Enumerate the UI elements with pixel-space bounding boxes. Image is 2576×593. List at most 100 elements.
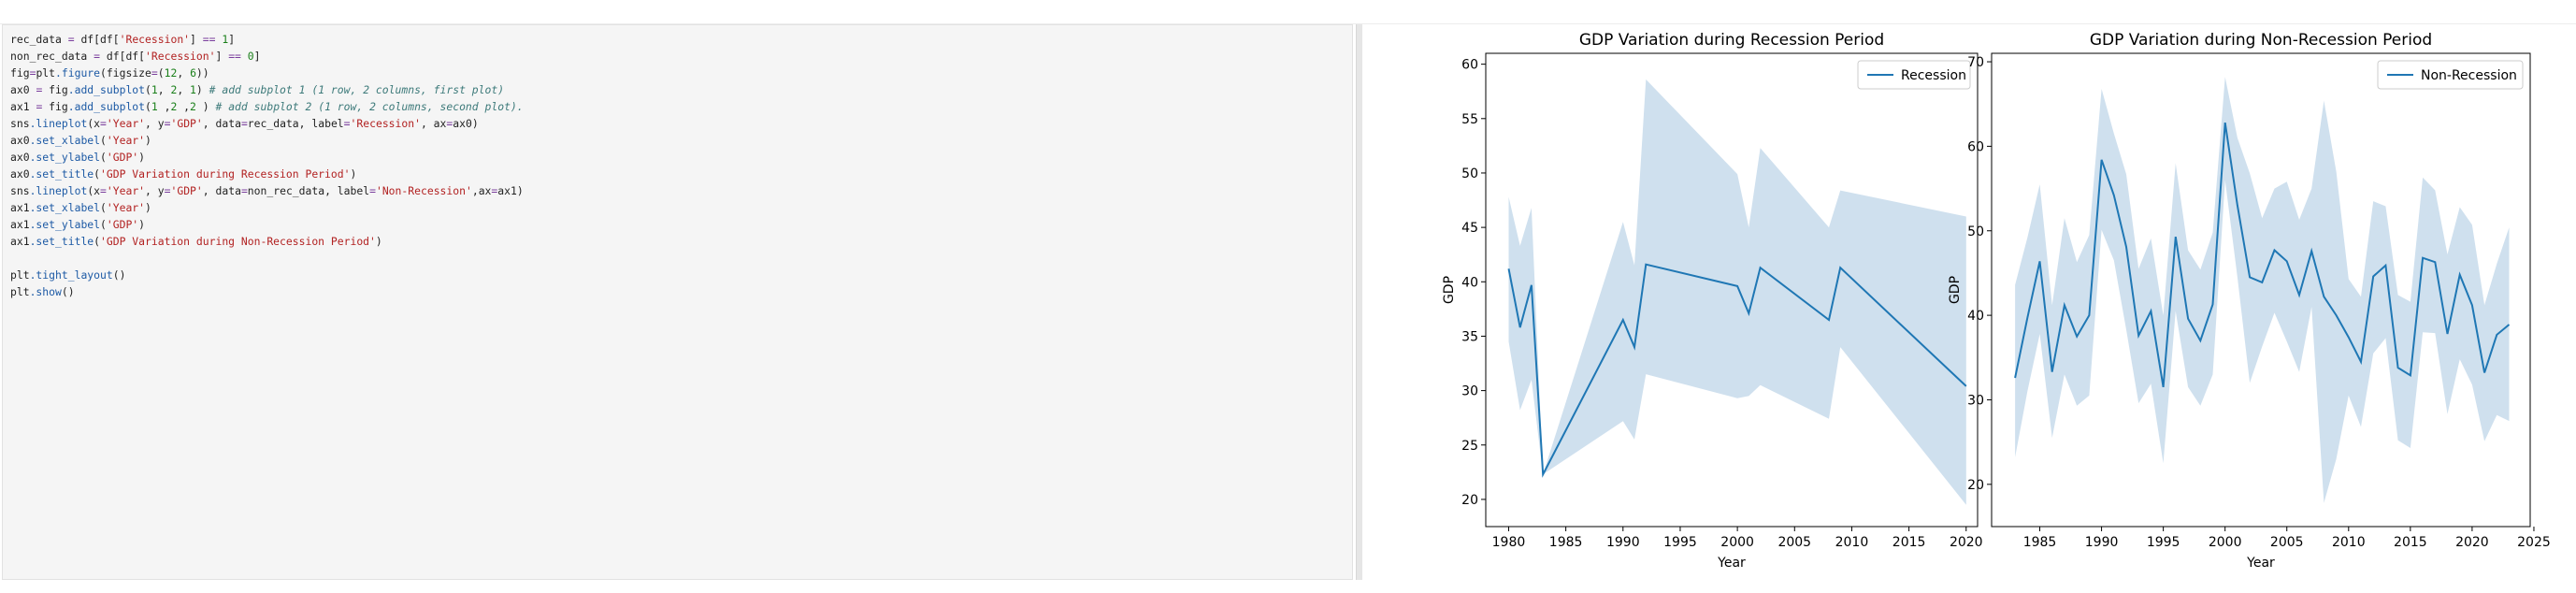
series-line	[1507, 263, 1967, 478]
code-token: fig	[42, 83, 68, 96]
code-token: =	[29, 66, 36, 80]
chart-panel-1: 1980 1985 1990 1995 2000 2005 2010 2015 20202025…	[1442, 31, 1983, 571]
code-token: # add subplot 1 (1 row, 2 columns, first…	[209, 83, 505, 96]
code-token: =	[240, 117, 248, 130]
code-token: ]	[215, 50, 229, 63]
code-token: ,	[177, 100, 191, 113]
code-token	[241, 50, 248, 63]
code-line: rec_data = df[df['Recession'] == 1]	[10, 31, 1345, 48]
code-token: =	[164, 117, 171, 130]
y-tick-label: 30	[1967, 393, 1984, 408]
y-tick-label: 40	[1461, 275, 1478, 290]
confidence-band	[1508, 79, 1966, 505]
code-token: .set_xlabel	[29, 134, 101, 147]
code-token: ax1	[10, 235, 30, 248]
code-token: )	[138, 218, 146, 231]
cell-scrollbar[interactable]	[1356, 24, 1362, 580]
code-token: .set_title	[29, 167, 94, 181]
code-token: )	[138, 151, 146, 164]
code-line: ax0 = fig.add_subplot(1, 2, 1) # add sub…	[10, 81, 1345, 98]
code-token: ,	[177, 83, 191, 96]
y-tick-label: 35	[1461, 329, 1478, 344]
legend: Recession	[1857, 60, 1971, 90]
code-token: 0	[247, 50, 254, 63]
code-token: )	[145, 201, 151, 214]
code-token: (x	[87, 117, 101, 130]
x-tick-label: 1985	[2023, 535, 2057, 550]
code-token: 'Non-Recession'	[375, 184, 472, 197]
code-token: 'GDP'	[170, 184, 203, 197]
code-token: ax0	[10, 83, 36, 96]
legend-box	[2377, 60, 2524, 90]
code-token: =	[100, 184, 107, 197]
code-token: ax0	[10, 151, 30, 164]
code-token: .tight_layout	[29, 268, 113, 282]
code-token: 12	[164, 66, 178, 80]
code-token: (	[94, 235, 101, 248]
code-token: )	[195, 83, 209, 96]
code-token: 'Recession'	[350, 117, 421, 130]
x-tick-label: 1980	[1492, 535, 1526, 550]
code-token: ,ax	[471, 184, 492, 197]
x-tick-label: 1995	[2147, 535, 2180, 550]
chart-title: GDP Variation during Recession Period	[1579, 31, 1884, 50]
code-token: (	[100, 201, 107, 214]
x-tick-label: 2020	[2455, 535, 2489, 550]
code-token: (	[157, 66, 165, 80]
code-token: .set_ylabel	[29, 151, 101, 164]
code-token: (	[100, 218, 107, 231]
code-editor-text[interactable]: rec_data = df[df['Recession'] == 1] non_r…	[3, 25, 1352, 306]
code-token: ax0)	[453, 117, 479, 130]
code-token: non_rec_data, label	[247, 184, 370, 197]
code-line: sns.lineplot(x='Year', y='GDP', data=rec…	[10, 115, 1345, 132]
code-token: (	[94, 167, 101, 181]
code-token: ax0	[10, 167, 30, 181]
code-token: rec_data, label	[247, 117, 344, 130]
code-token: ax1	[10, 201, 30, 214]
code-token: 'GDP Variation during Non-Recession Peri…	[100, 235, 376, 248]
code-token: 2	[170, 83, 178, 96]
code-token: .show	[29, 285, 62, 298]
x-axis-label: Year	[2246, 556, 2275, 571]
code-token: ,	[157, 83, 171, 96]
code-token: =	[343, 117, 351, 130]
code-token: ax1)	[497, 184, 524, 197]
code-token: sns	[10, 184, 30, 197]
code-token: (	[145, 83, 151, 96]
code-token: , y	[145, 117, 165, 130]
code-token: ,	[177, 66, 191, 80]
code-cell-editor[interactable]: rec_data = df[df['Recession'] == 1] non_r…	[2, 24, 1353, 580]
code-token: ax1	[10, 100, 36, 113]
x-axis-label: Year	[1717, 556, 1746, 571]
y-tick-label: 25	[1461, 439, 1478, 454]
top-toolbar-area	[0, 0, 2576, 24]
code-token: ]	[228, 33, 236, 46]
code-token: )	[195, 100, 216, 113]
code-token: df[df[	[74, 33, 120, 46]
y-tick-label: 50	[1461, 166, 1478, 181]
code-token: fig	[10, 66, 30, 80]
code-token: =	[36, 83, 43, 96]
code-token: (	[100, 134, 107, 147]
y-tick-label: 50	[1967, 224, 1984, 239]
y-tick-label: 45	[1461, 221, 1478, 236]
legend-label: Recession	[1901, 68, 1966, 83]
code-token: rec_data	[10, 33, 68, 46]
x-tick-label: 2010	[1835, 535, 1869, 550]
x-tick-label: 2005	[1777, 535, 1811, 550]
code-token: plt	[36, 66, 56, 80]
code-token: (	[145, 100, 151, 113]
code-line: ax1.set_title('GDP Variation during Non-…	[10, 233, 1345, 250]
code-token: 'Year'	[106, 117, 146, 130]
code-token: =	[164, 184, 171, 197]
code-token: , ax	[420, 117, 447, 130]
code-token: =	[446, 117, 453, 130]
code-token: 'Year'	[106, 134, 146, 147]
code-token: ]	[190, 33, 203, 46]
x-tick-label: 2015	[1892, 535, 1926, 550]
y-tick-label: 60	[1967, 139, 1984, 154]
code-token: =	[240, 184, 248, 197]
code-token: ()	[61, 285, 75, 298]
code-line: fig=plt.figure(figsize=(12, 6))	[10, 65, 1345, 81]
x-tick-label: 2000	[1720, 535, 1754, 550]
